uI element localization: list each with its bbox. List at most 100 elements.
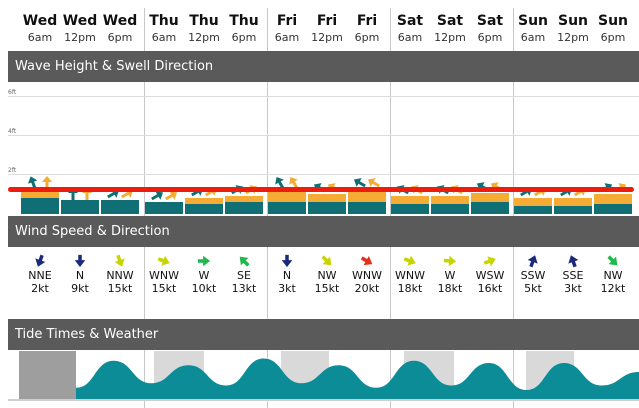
- wind-arrow-icon: [197, 255, 211, 267]
- day-label: Sat: [436, 13, 464, 29]
- wave-axis-tick: 2ft: [8, 167, 17, 174]
- day-separator: [390, 8, 391, 408]
- wind-cell: NNW 15kt: [100, 254, 140, 295]
- wind-direction: NW: [603, 269, 623, 282]
- hour-label: 12pm: [311, 31, 343, 44]
- wave-gridline: [8, 174, 639, 175]
- wind-direction: WNW: [395, 269, 425, 282]
- wind-speed: 18kt: [397, 282, 423, 295]
- wave-section-header: Wave Height & Swell Direction: [8, 51, 639, 82]
- swell-bar: [514, 206, 552, 214]
- wind-cell: SE 13kt: [224, 254, 264, 295]
- swell-bar: [391, 204, 429, 214]
- swell-bar: [308, 202, 346, 214]
- wind-arrow-icon: [360, 256, 373, 266]
- day-label: Sun: [557, 13, 589, 29]
- wind-direction: WNW: [149, 269, 179, 282]
- wind-wave-bar: [431, 196, 469, 204]
- day-label: Thu: [149, 13, 179, 29]
- wind-arrow-icon: [35, 254, 46, 267]
- wind-wave-bar: [471, 193, 509, 202]
- wind-direction: SSE: [562, 269, 584, 282]
- wind-arrow-icon: [443, 255, 457, 267]
- hour-label: 6am: [151, 31, 177, 44]
- swell-arrow-icon: [165, 191, 178, 201]
- wind-speed: 13kt: [231, 282, 257, 295]
- hour-label: 6am: [274, 31, 300, 44]
- wind-speed: 2kt: [31, 282, 49, 295]
- day-label: Wed: [22, 13, 58, 29]
- hour-label: 6pm: [107, 31, 133, 44]
- wind-arrow-icon: [281, 254, 293, 268]
- wind-arrow-icon: [403, 255, 416, 266]
- wind-wave-bar: [348, 189, 386, 202]
- wind-cell: WNW 15kt: [144, 254, 184, 295]
- hour-label: 6am: [27, 31, 53, 44]
- day-label: Fri: [356, 13, 378, 29]
- wind-wave-bar: [554, 198, 592, 206]
- wind-cell: NNE 2kt: [20, 254, 60, 295]
- swell-arrow-icon: [151, 191, 164, 201]
- hour-label: 6pm: [477, 31, 503, 44]
- wind-wave-bar: [308, 194, 346, 202]
- hour-label: 6am: [397, 31, 423, 44]
- swell-arrow-icon: [42, 176, 52, 189]
- wind-wave-bar: [268, 189, 306, 202]
- swell-bar: [594, 204, 632, 214]
- wave-axis-tick: 6ft: [8, 89, 17, 96]
- wind-direction: NW: [317, 269, 337, 282]
- wind-arrow-icon: [607, 255, 618, 266]
- wind-wave-bar: [21, 189, 59, 198]
- wind-speed: 10kt: [191, 282, 217, 295]
- tide-section-header: Tide Times & Weather: [8, 319, 639, 350]
- swell-bar: [145, 202, 183, 214]
- wave-gridline: [8, 96, 639, 97]
- wind-speed: 15kt: [151, 282, 177, 295]
- wind-direction: W: [444, 269, 456, 282]
- swell-bar: [268, 202, 306, 214]
- wave-gridline: [8, 135, 639, 136]
- wind-wave-bar: [185, 198, 223, 204]
- day-label: Thu: [229, 13, 259, 29]
- wind-direction: W: [198, 269, 210, 282]
- wind-cell: W 18kt: [430, 254, 470, 295]
- wind-direction: NNW: [106, 269, 134, 282]
- hour-label: 12pm: [64, 31, 96, 44]
- wind-arrow-icon: [568, 255, 579, 268]
- wind-speed: 12kt: [600, 282, 626, 295]
- hour-label: 12pm: [557, 31, 589, 44]
- wind-speed: 20kt: [354, 282, 380, 295]
- swell-bar: [185, 204, 223, 214]
- swell-bar: [431, 204, 469, 214]
- day-label: Sat: [396, 13, 424, 29]
- day-label: Wed: [62, 13, 98, 29]
- wind-speed: 15kt: [314, 282, 340, 295]
- wind-wave-bar: [514, 198, 552, 206]
- hour-label: 12pm: [434, 31, 466, 44]
- wind-wave-bar: [225, 196, 263, 202]
- wind-direction: SE: [237, 269, 251, 282]
- day-label: Fri: [316, 13, 338, 29]
- tide-wave: [76, 358, 639, 399]
- wind-direction: SSW: [520, 269, 546, 282]
- swell-arrow-icon: [289, 176, 299, 189]
- wind-speed: 16kt: [477, 282, 503, 295]
- wind-direction: N: [282, 269, 292, 282]
- wind-arrow-icon: [114, 254, 125, 267]
- hour-label: 6pm: [600, 31, 626, 44]
- swell-bar: [21, 198, 59, 214]
- wind-speed: 5kt: [524, 282, 542, 295]
- hour-label: 6pm: [231, 31, 257, 44]
- tide-chart: [8, 351, 639, 401]
- day-label: Sat: [476, 13, 504, 29]
- wind-cell: W 10kt: [184, 254, 224, 295]
- day-separator: [513, 8, 514, 408]
- swell-arrow-icon: [353, 178, 366, 188]
- wind-speed: 9kt: [71, 282, 89, 295]
- hour-label: 6am: [520, 31, 546, 44]
- wind-arrow-icon: [74, 254, 86, 268]
- wind-section-title: Wind Speed & Direction: [15, 224, 170, 239]
- red-marker-line: [8, 187, 634, 192]
- wind-wave-bar: [594, 194, 632, 204]
- wind-cell: NW 15kt: [307, 254, 347, 295]
